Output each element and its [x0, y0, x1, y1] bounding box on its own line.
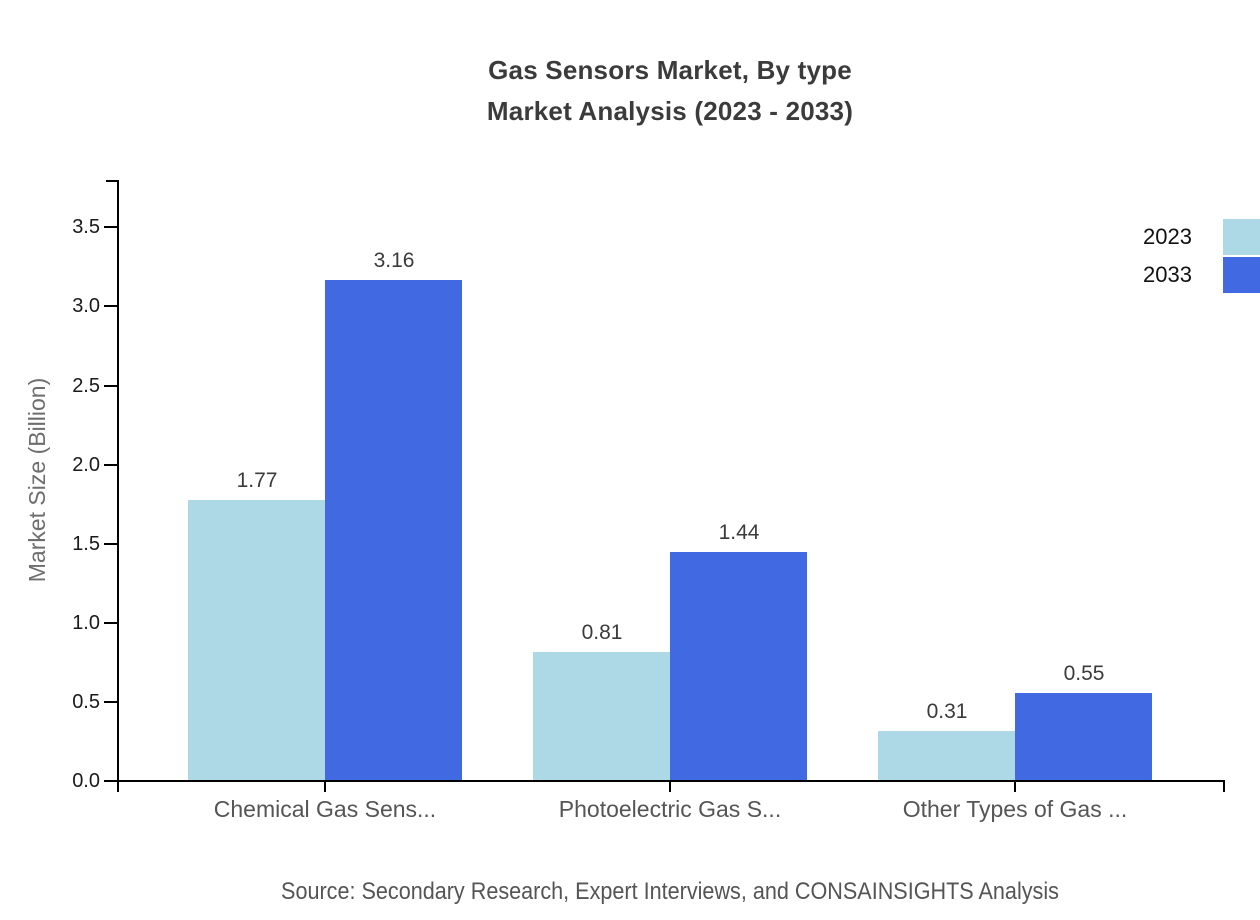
legend-item-2023: 2023: [1143, 219, 1260, 255]
y-axis-tick-2.5: [104, 385, 118, 387]
y-axis-tick-label-0.0: 0.0: [72, 770, 100, 792]
y-axis-tick-label-1.5: 1.5: [72, 533, 100, 555]
category-label-2: Other Types of Gas ...: [902, 796, 1128, 822]
bar-value-label-2033-0: 3.16: [373, 249, 415, 272]
chart-title: Gas Sensors Market, By type Market Analy…: [80, 50, 1260, 132]
bar-2023-2: [878, 731, 1015, 780]
y-axis-tick-label-0.5: 0.5: [72, 691, 100, 713]
bar-2033-2: [1015, 693, 1152, 780]
y-axis-tick-label-3.5: 3.5: [72, 216, 100, 238]
y-axis-tick-1.0: [104, 622, 118, 624]
x-axis-end-cap-left: [117, 780, 119, 792]
legend-swatch-2023: [1223, 219, 1260, 255]
y-axis-tick-0.0: [104, 780, 118, 782]
x-axis-tick-0: [324, 782, 326, 792]
bar-2023-1: [533, 652, 670, 780]
x-axis-line: [117, 780, 1225, 782]
y-axis-tick-1.5: [104, 543, 118, 545]
x-axis-end-cap-right: [1223, 780, 1225, 792]
legend-label-2033: 2033: [1143, 262, 1192, 287]
source-note: Source: Secondary Research, Expert Inter…: [281, 878, 1059, 905]
y-axis-tick-0.5: [104, 701, 118, 703]
bar-value-label-2033-2: 0.55: [1063, 662, 1105, 685]
bar-value-label-2023-1: 0.81: [581, 621, 623, 644]
y-axis-tick-label-3.0: 3.0: [72, 295, 100, 317]
y-axis-tick-label-2.5: 2.5: [72, 375, 100, 397]
x-axis-tick-2: [1014, 782, 1016, 792]
category-label-1: Photoelectric Gas S...: [558, 796, 782, 822]
legend-swatch-2033: [1223, 257, 1260, 293]
y-axis-tick-3.0: [104, 305, 118, 307]
bar-value-label-2023-0: 1.77: [236, 469, 278, 492]
y-axis-tick-3.5: [104, 226, 118, 228]
legend: 2023 2033: [1143, 219, 1260, 295]
y-axis-line: [117, 180, 119, 782]
legend-label-2023: 2023: [1143, 224, 1192, 249]
y-axis-tick-label-2.0: 2.0: [72, 454, 100, 476]
category-label-0: Chemical Gas Sens...: [213, 796, 437, 822]
y-axis-tick-2.0: [104, 464, 118, 466]
chart-title-line-2: Market Analysis (2023 - 2033): [486, 96, 854, 126]
bar-value-label-2033-1: 1.44: [718, 521, 760, 544]
bar-2033-1: [670, 552, 807, 780]
bar-2023-0: [188, 500, 325, 780]
chart-title-line-1: Gas Sensors Market, By type: [488, 55, 852, 85]
bar-2033-0: [325, 280, 462, 780]
y-axis-tick-label-1.0: 1.0: [72, 612, 100, 634]
bar-value-label-2023-2: 0.31: [926, 700, 968, 723]
y-axis-end-cap-top: [106, 180, 118, 182]
x-axis-tick-1: [669, 782, 671, 792]
legend-item-2033: 2033: [1143, 257, 1260, 293]
